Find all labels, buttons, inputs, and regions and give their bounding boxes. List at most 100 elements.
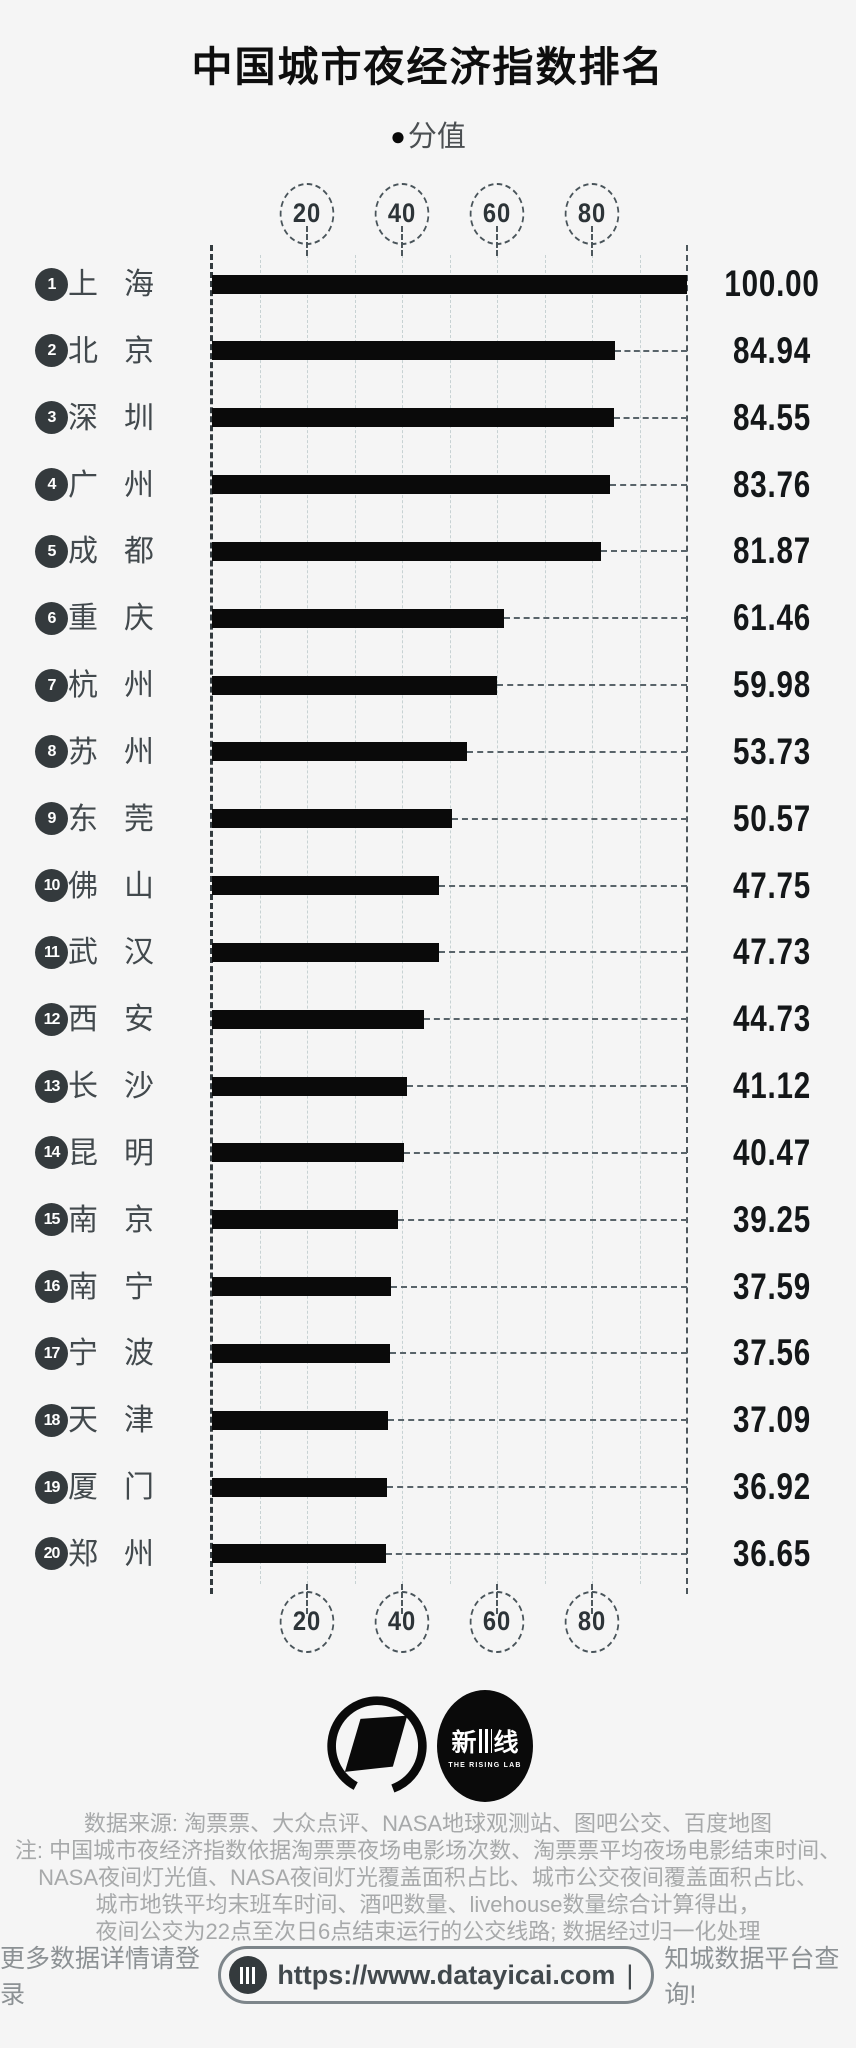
- city-label: 京: [124, 334, 154, 368]
- note-line-4: 夜间公交为22点至次日6点结束运行的公交线路; 数据经过归一化处理: [95, 1919, 761, 1944]
- axis-tick-circle: 40: [374, 1591, 430, 1653]
- grid-line: [354, 255, 356, 1584]
- url-link[interactable]: https://www.datayicai.com: [277, 1959, 616, 1990]
- score-value: 41.12: [732, 1065, 812, 1107]
- score-value: 44.73: [732, 998, 812, 1040]
- score-value: 39.25: [732, 1198, 812, 1240]
- rank-badge: 7: [35, 668, 68, 702]
- city-label: 南: [68, 1270, 98, 1304]
- score-bar: [212, 1009, 425, 1029]
- rank-badge: 10: [35, 869, 68, 903]
- rank-badge: 5: [35, 534, 68, 568]
- city-label: 汉: [124, 936, 154, 970]
- rising-lab-logo-cn: 新线: [451, 1723, 519, 1759]
- rank-badge: 2: [35, 334, 68, 368]
- rank-badge: 6: [35, 601, 68, 635]
- score-bar: [212, 1343, 391, 1363]
- city-label: 都: [124, 535, 154, 569]
- leader-line: [424, 1018, 687, 1021]
- city-label: 厦: [68, 1471, 98, 1505]
- score-bar: [212, 876, 439, 896]
- leader-line: [387, 1486, 687, 1489]
- leader-line: [386, 1552, 687, 1555]
- score-bar: [212, 1410, 389, 1430]
- rank-badge: 11: [35, 935, 68, 969]
- leader-line: [398, 1218, 687, 1221]
- score-value: 37.09: [732, 1399, 812, 1441]
- score-bar: [212, 1143, 405, 1163]
- leader-line: [390, 1352, 687, 1355]
- score-value: 40.47: [732, 1131, 812, 1173]
- score-value: 47.75: [732, 864, 812, 906]
- city-label: 沙: [124, 1070, 154, 1104]
- data-source-line: 数据来源: 淘票票、大众点评、NASA地球观测站、图吧公交、百度地图: [83, 1811, 773, 1836]
- grid-line: [639, 255, 641, 1584]
- city-label: 安: [124, 1003, 154, 1037]
- url-pill[interactable]: https://www.datayicai.com |: [218, 1946, 655, 2004]
- legend: ●分值: [0, 113, 856, 155]
- legend-dot-icon: ●: [390, 121, 406, 151]
- city-label: 郑: [68, 1537, 98, 1571]
- score-value: 36.92: [732, 1466, 812, 1508]
- axis-tick-circle: 40: [374, 183, 430, 245]
- city-label: 庆: [124, 602, 154, 636]
- grid-line: [544, 255, 546, 1584]
- leader-line: [388, 1419, 687, 1422]
- score-value: 53.73: [732, 730, 812, 772]
- leader-line: [467, 750, 687, 753]
- leader-line: [615, 349, 687, 352]
- city-label: 武: [68, 936, 98, 970]
- city-label: 重: [68, 602, 98, 636]
- city-label: 宁: [124, 1270, 154, 1304]
- city-label: 州: [124, 669, 154, 703]
- score-bar: [212, 475, 610, 495]
- datayicai-logo-icon: [229, 1956, 268, 1994]
- city-label: 州: [124, 735, 154, 769]
- score-bar: [212, 1277, 391, 1297]
- city-label: 波: [124, 1337, 154, 1371]
- axis-tick-circle: 60: [469, 183, 525, 245]
- rank-badge: 8: [35, 735, 68, 769]
- score-bar: [212, 1076, 408, 1096]
- cta-right-text: 知城数据平台查询!: [664, 1945, 840, 2009]
- axis-tick-circle: 20: [279, 1591, 335, 1653]
- leader-line: [452, 817, 687, 820]
- rank-badge: 18: [35, 1403, 68, 1437]
- city-label: 南: [68, 1203, 98, 1237]
- axis-tick-circle: 80: [564, 183, 620, 245]
- city-label: 昆: [68, 1136, 98, 1170]
- city-label: 明: [124, 1136, 154, 1170]
- city-label: 西: [68, 1003, 98, 1037]
- rising-lab-logo-en: THE RISING LAB: [448, 1762, 522, 1769]
- city-label: 州: [124, 1537, 154, 1571]
- grid-line: [497, 255, 498, 1584]
- city-label: 州: [124, 468, 154, 502]
- leader-line: [503, 617, 687, 620]
- rising-lab-logo: 新线 THE RISING LAB: [437, 1690, 533, 1802]
- score-bar: [212, 1210, 399, 1230]
- text-cursor: |: [626, 1959, 634, 1990]
- score-value: 84.94: [732, 329, 812, 371]
- city-label: 长: [68, 1070, 98, 1104]
- score-value: 100.00: [724, 263, 820, 304]
- city-label: 北: [68, 334, 98, 368]
- score-value: 59.98: [732, 664, 812, 706]
- score-value: 50.57: [732, 797, 812, 839]
- rank-badge: 17: [35, 1336, 68, 1370]
- city-label: 上: [68, 268, 98, 301]
- city-label: 莞: [124, 802, 154, 836]
- leader-line: [438, 884, 687, 887]
- city-label: 成: [68, 535, 98, 569]
- city-label: 门: [124, 1471, 154, 1505]
- score-bar: [212, 608, 504, 628]
- score-value: 47.73: [732, 931, 812, 973]
- leader-line: [390, 1285, 687, 1288]
- rank-badge: 12: [35, 1002, 68, 1036]
- city-label: 京: [124, 1203, 154, 1237]
- score-bar: [212, 742, 468, 762]
- yicai-logo-icon: [327, 1696, 427, 1796]
- rank-badge: 20: [35, 1537, 68, 1571]
- cta-left-text: 更多数据详情请登录: [0, 1945, 201, 2009]
- grid-line: [449, 255, 451, 1584]
